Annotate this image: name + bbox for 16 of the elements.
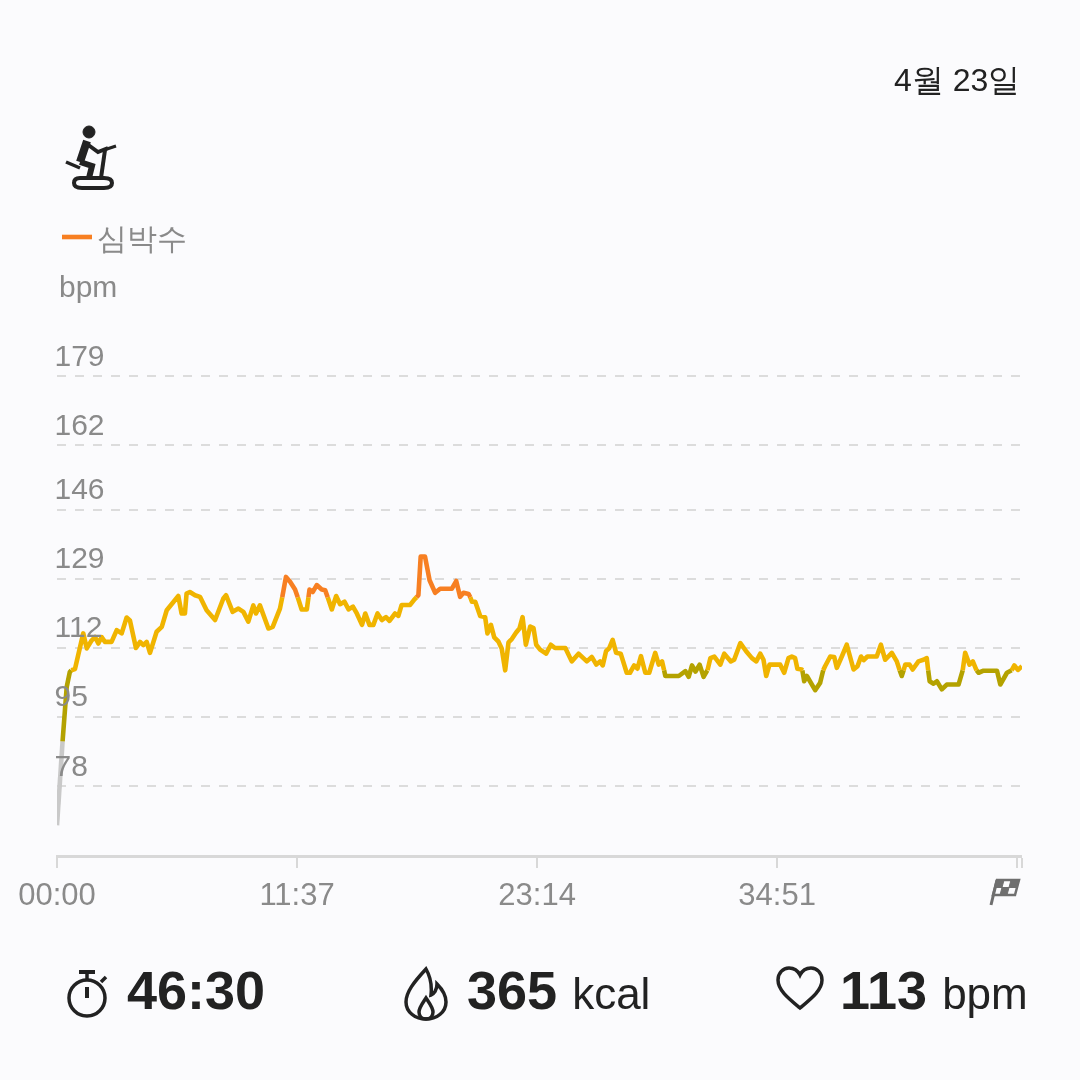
x-tick-label: 34:51 [738, 876, 816, 912]
y-tick-label: 146 [54, 472, 105, 506]
text: 113 bpm [840, 960, 1028, 1020]
x-tick-label: 00:00 [18, 876, 96, 912]
x-tick-label: 11:37 [259, 876, 335, 912]
text: 46:30 [127, 960, 266, 1020]
x-tick-label: 23:14 [498, 876, 576, 912]
y-axis-title: bpm [59, 270, 118, 303]
text: 365 kcal [467, 960, 651, 1020]
legend-label: 심박수 [97, 221, 187, 255]
text: 4월 23일 [894, 62, 1021, 98]
y-tick-label: 78 [54, 748, 88, 782]
y-tick-label: 179 [54, 338, 105, 372]
y-tick-label: 162 [54, 407, 105, 441]
y-tick-label: 112 [54, 610, 103, 644]
y-tick-label: 129 [54, 541, 105, 575]
